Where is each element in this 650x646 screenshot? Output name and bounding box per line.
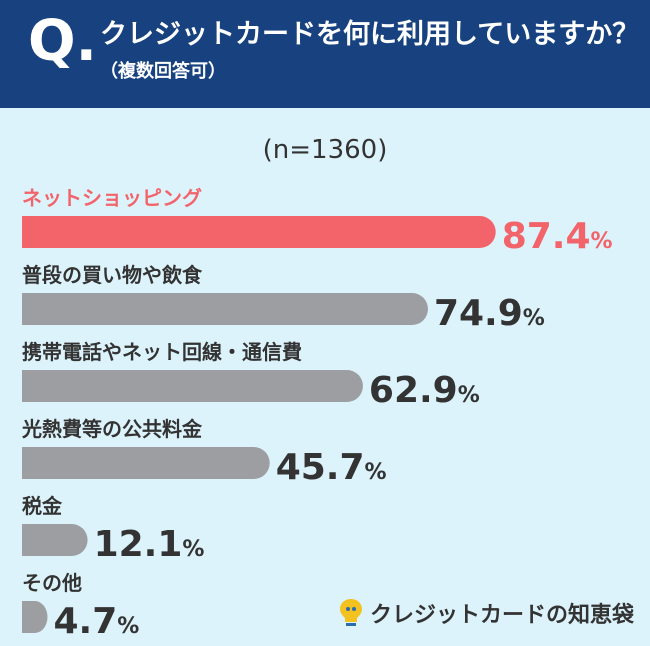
value-label: 62.9% — [369, 370, 480, 411]
category-label: その他 — [22, 571, 82, 595]
value-label: 45.7% — [276, 447, 387, 488]
bar — [22, 370, 363, 402]
value-label: 87.4% — [502, 216, 613, 257]
question-header: Q. クレジットカードを何に利用していますか？ （複数回答可） — [0, 0, 650, 108]
category-label: 税金 — [22, 494, 63, 518]
value-label: 12.1% — [94, 524, 205, 565]
category-label: 普段の買い物や飲食 — [22, 263, 203, 287]
bar — [22, 524, 88, 556]
value-label: 74.9% — [434, 293, 545, 334]
value-label: 4.7% — [53, 601, 139, 642]
bar — [22, 216, 496, 248]
brand-name: クレジットカードの知恵袋 — [370, 603, 635, 628]
bar — [22, 601, 48, 633]
category-label: 光熱費等の公共料金 — [21, 417, 203, 441]
bar — [22, 293, 428, 325]
question-title: クレジットカードを何に利用していますか？ — [100, 19, 640, 50]
category-label: 携帯電話やネット回線・通信費 — [22, 340, 302, 364]
bar — [22, 447, 270, 479]
question-subtitle: （複数回答可） — [100, 61, 226, 82]
lightbulb-logo-icon — [340, 599, 362, 626]
question-mark: Q. — [28, 9, 97, 74]
brand-logo: クレジットカードの知恵袋 — [338, 593, 634, 633]
sample-size-label: (n=1360) — [262, 135, 388, 165]
category-label: ネットショッピング — [22, 186, 202, 210]
